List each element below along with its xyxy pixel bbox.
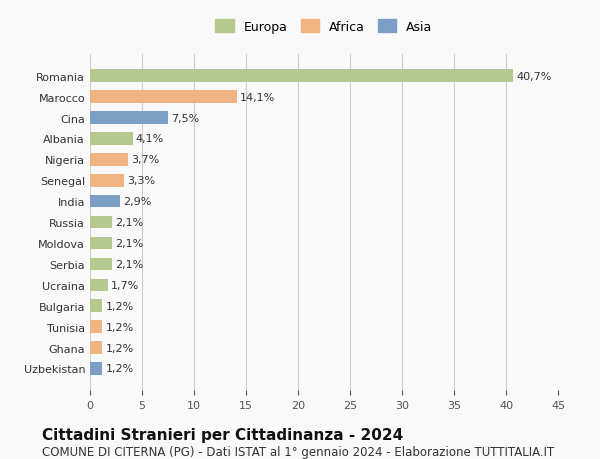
Text: 1,2%: 1,2% [106,322,134,332]
Text: 14,1%: 14,1% [240,92,275,102]
Text: 2,1%: 2,1% [115,239,143,248]
Text: 40,7%: 40,7% [517,72,552,82]
Bar [90,154,128,166]
Legend: Europa, Africa, Asia: Europa, Africa, Asia [213,18,435,36]
Bar [90,216,112,229]
Bar [90,321,103,333]
Bar [90,196,120,208]
Bar [90,91,236,104]
Text: 2,1%: 2,1% [115,259,143,269]
Text: Cittadini Stranieri per Cittadinanza - 2024: Cittadini Stranieri per Cittadinanza - 2… [42,427,403,442]
Bar [90,341,103,354]
Bar [90,279,107,291]
Text: 1,2%: 1,2% [106,301,134,311]
Bar [90,300,103,312]
Text: 2,1%: 2,1% [115,218,143,228]
Text: 3,7%: 3,7% [131,155,160,165]
Bar [90,112,168,124]
Text: 7,5%: 7,5% [171,113,199,123]
Bar [90,133,133,146]
Text: 1,2%: 1,2% [106,343,134,353]
Text: 1,7%: 1,7% [111,280,139,290]
Text: 1,2%: 1,2% [106,364,134,374]
Bar [90,258,112,271]
Bar [90,174,124,187]
Text: COMUNE DI CITERNA (PG) - Dati ISTAT al 1° gennaio 2024 - Elaborazione TUTTITALIA: COMUNE DI CITERNA (PG) - Dati ISTAT al 1… [42,445,554,458]
Text: 2,9%: 2,9% [123,197,152,207]
Text: 4,1%: 4,1% [136,134,164,144]
Bar [90,237,112,250]
Text: 3,3%: 3,3% [127,176,155,186]
Bar [90,70,513,83]
Bar [90,363,103,375]
